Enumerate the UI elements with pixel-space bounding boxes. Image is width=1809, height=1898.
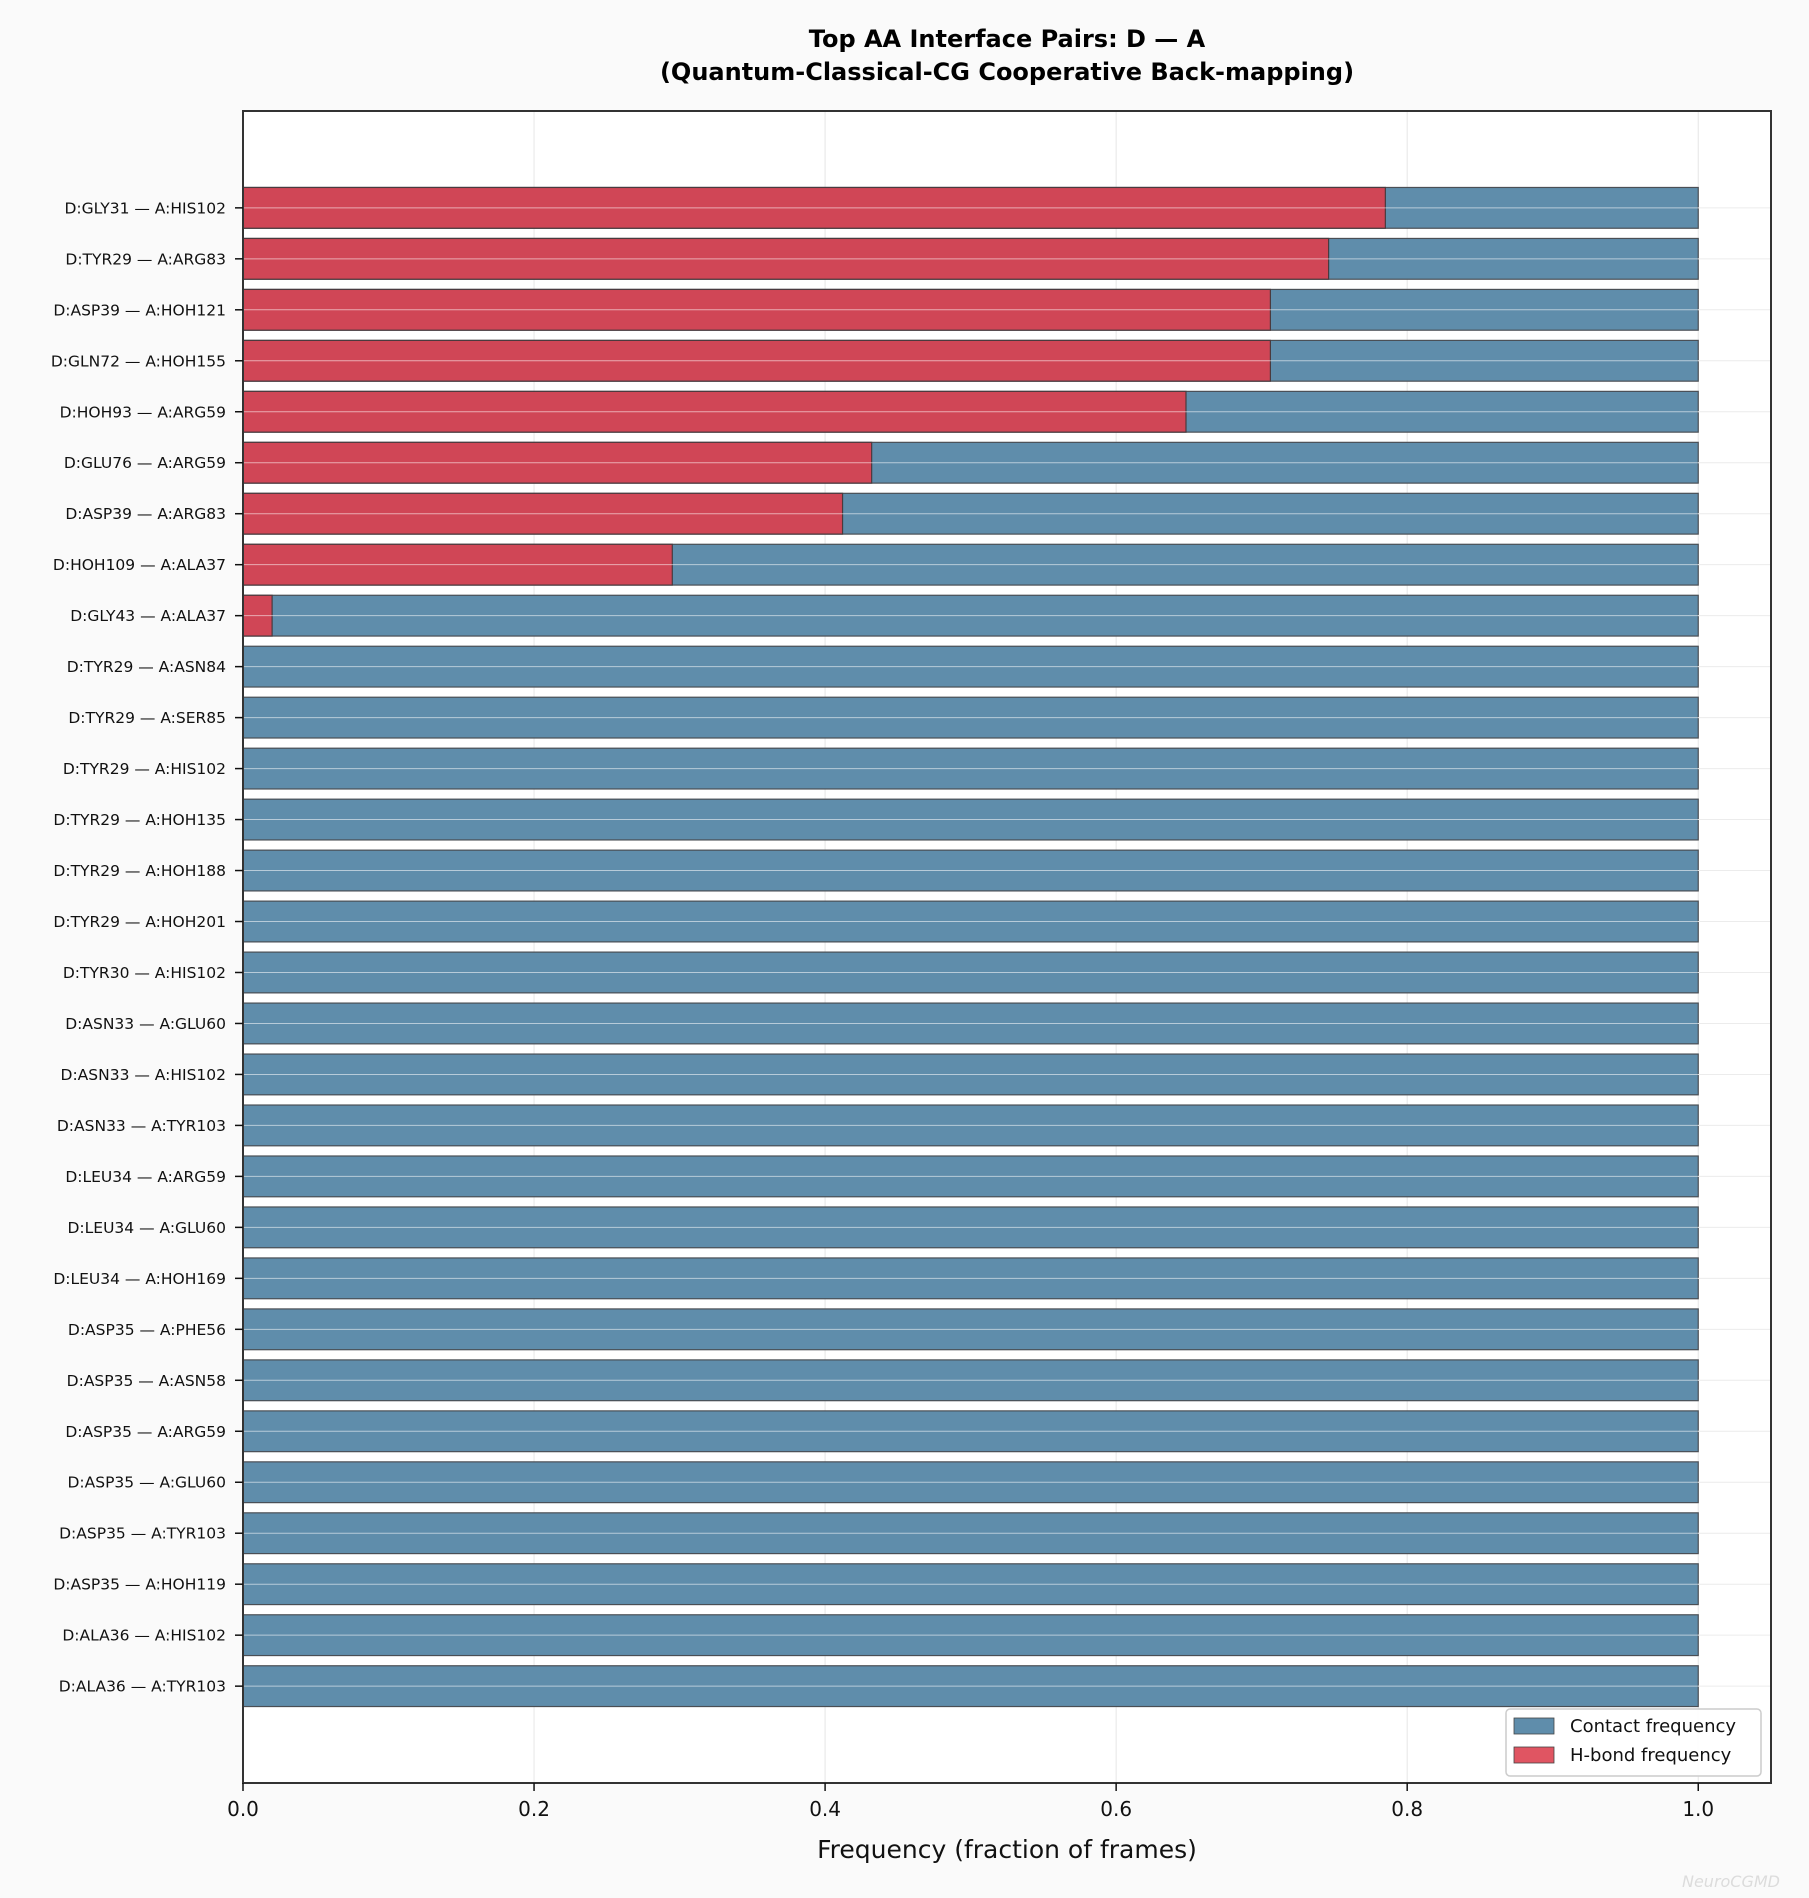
y-axis: D:GLY31 — A:HIS102 D:TYR29 — A:ARG83 D:ASP… xyxy=(51,199,243,1696)
y-tick-label: D:TYR29 — A:HOH188 xyxy=(53,862,226,880)
y-tick-label: D:LEU34 — A:GLU60 xyxy=(67,1219,226,1237)
legend-swatch-hbond xyxy=(1513,1746,1555,1764)
y-tick-label: D:ASP35 — A:GLU60 xyxy=(67,1474,226,1492)
x-tick-label: 1.0 xyxy=(1682,1797,1714,1821)
chart-title: Top AA Interface Pairs: D — A xyxy=(809,25,1206,53)
y-tick-label: D:TYR29 — A:ASN84 xyxy=(67,658,226,676)
x-tick-label: 0.0 xyxy=(227,1797,259,1821)
y-tick-label: D:GLY43 — A:ALA37 xyxy=(70,607,226,625)
y-tick-label: D:ASN33 — A:TYR103 xyxy=(57,1117,226,1135)
y-tick-label: D:ASP39 — A:HOH121 xyxy=(53,301,226,319)
y-tick-label: D:ASN33 — A:GLU60 xyxy=(65,1015,226,1033)
legend-box xyxy=(1505,1708,1762,1777)
legend-label-hbond: H-bond frequency xyxy=(1570,1745,1732,1766)
y-tick-label: D:TYR29 — A:HOH135 xyxy=(53,811,226,829)
y-tick-label: D:ASP39 — A:ARG83 xyxy=(65,505,226,523)
y-tick-label: D:ASP35 — A:PHE56 xyxy=(68,1321,226,1339)
y-tick-label: D:HOH93 — A:ARG59 xyxy=(60,403,226,421)
plot-frame xyxy=(242,110,1772,1784)
y-tick-label: D:ASP35 — A:TYR103 xyxy=(59,1525,226,1543)
y-tick-label: D:ALA36 — A:TYR103 xyxy=(59,1678,226,1696)
y-tick-label: D:GLN72 — A:HOH155 xyxy=(51,352,226,370)
plot-area xyxy=(243,111,1771,1783)
y-tick-label: D:TYR29 — A:SER85 xyxy=(68,709,226,727)
legend: Contact frequency H-bond frequency xyxy=(1505,1708,1762,1777)
y-tick-label: D:LEU34 — A:ARG59 xyxy=(65,1168,226,1186)
y-tick-label: D:ASP35 — A:ASN58 xyxy=(67,1372,226,1390)
x-axis: 0.0 0.2 0.4 0.6 0.8 1.0 xyxy=(227,1783,1714,1821)
y-grid-lines xyxy=(243,207,1771,1687)
y-tick-label: D:TYR29 — A:HIS102 xyxy=(63,760,226,778)
watermark: NeuroCGMD xyxy=(1682,1872,1780,1891)
y-tick-label: D:TYR30 — A:HIS102 xyxy=(63,964,226,982)
y-tick-label: D:TYR29 — A:ARG83 xyxy=(65,250,226,268)
x-tick-label: 0.6 xyxy=(1100,1797,1132,1821)
y-tick-label: D:HOH109 — A:ALA37 xyxy=(53,556,226,574)
y-tick-label: D:ALA36 — A:HIS102 xyxy=(62,1627,226,1645)
x-tick-label: 0.2 xyxy=(518,1797,550,1821)
y-tick-label: D:ASN33 — A:HIS102 xyxy=(61,1066,226,1084)
chart-subtitle: (Quantum-Classical-CG Cooperative Back-m… xyxy=(660,58,1354,86)
x-tick-label: 0.8 xyxy=(1391,1797,1423,1821)
legend-label-contact: Contact frequency xyxy=(1570,1716,1736,1737)
x-tick-label: 0.4 xyxy=(809,1797,841,1821)
y-tick-label: D:ASP35 — A:ARG59 xyxy=(65,1423,226,1441)
y-tick-label: D:TYR29 — A:HOH201 xyxy=(53,913,226,931)
y-tick-label: D:ASP35 — A:HOH119 xyxy=(53,1576,226,1594)
y-tick-label: D:GLU76 — A:ARG59 xyxy=(64,454,226,472)
y-tick-label: D:GLY31 — A:HIS102 xyxy=(65,199,227,217)
y-tick-label: D:LEU34 — A:HOH169 xyxy=(53,1270,226,1288)
x-axis-label: Frequency (fraction of frames) xyxy=(817,1835,1197,1864)
legend-swatch-contact xyxy=(1513,1717,1555,1735)
